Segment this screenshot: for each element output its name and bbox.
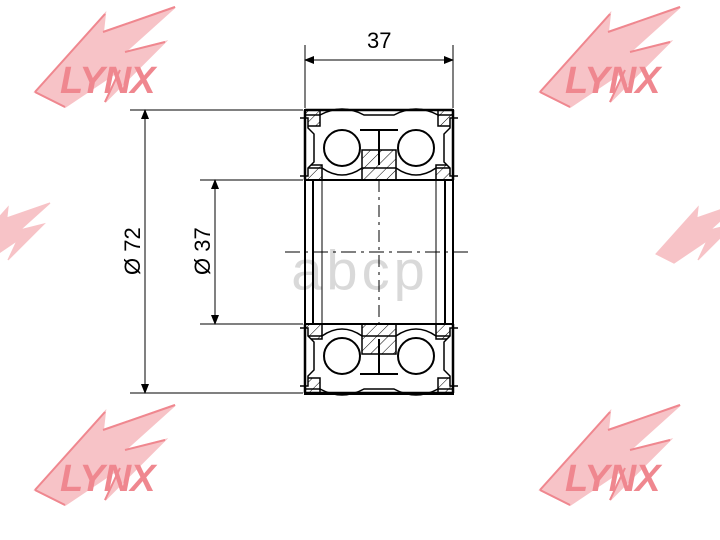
dim-inner-label: Ø 37 <box>190 227 216 275</box>
top-race <box>300 109 458 180</box>
dim-width-label: 37 <box>367 28 391 54</box>
bearing-drawing <box>0 0 720 540</box>
dim-width <box>305 45 453 108</box>
dim-outer-label: Ø 72 <box>120 227 146 275</box>
drawing-canvas: LYNX LYNX LYNX LYNX <box>0 0 720 540</box>
bottom-race <box>300 324 458 395</box>
dim-outer-dia <box>130 110 303 393</box>
